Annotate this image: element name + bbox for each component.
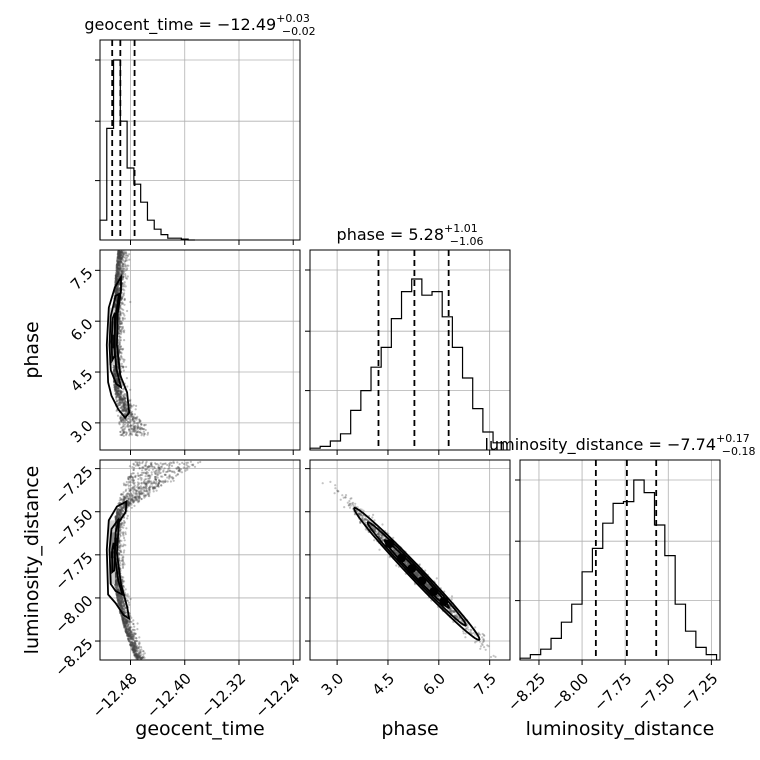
density-core-pd-2 (407, 564, 417, 574)
grid-2-0 (100, 460, 300, 660)
histogram-phase (309, 278, 504, 450)
contour-tp-0 (105, 273, 131, 420)
density-core-pd-5 (439, 596, 449, 606)
grid-2-1 (310, 460, 510, 660)
density-core-pd-3 (417, 576, 427, 586)
ytick-label-phase-2: 6.0 (67, 315, 97, 345)
title-geocent_time: geocent_time = −12.49+0.03 −0.02 (84, 12, 315, 38)
histogram-geocent_time (99, 59, 195, 241)
histogram-luminosity_distance (519, 479, 718, 660)
density-core-pd-4 (429, 587, 439, 597)
contour-td-1 (108, 518, 124, 597)
title-main-phase: phase = 5.28 (337, 225, 444, 244)
title-minus-geocent_time: −0.02 (282, 25, 316, 38)
title-minus-phase: −1.06 (450, 235, 484, 248)
xtick-label-luminosity_distance-0: −8.25 (504, 670, 549, 715)
ytick-label-luminosity_distance-1: −8.00 (51, 592, 96, 637)
density-core-pd-1 (397, 553, 407, 563)
xtick-label-geocent_time-2: −12.32 (197, 670, 249, 722)
title-minus-luminosity_distance: −0.18 (722, 445, 756, 458)
title-phase: phase = 5.28+1.01 −1.06 (337, 222, 484, 248)
title-main-luminosity_distance: luminosity_distance = −7.74 (485, 435, 716, 455)
xtick-label-geocent_time-1: −12.40 (143, 670, 195, 722)
panel-phase-vs-geocent_time (99, 249, 301, 451)
ytick-label-phase-3: 7.5 (67, 264, 97, 294)
panel-phase-vs-phase (309, 249, 511, 451)
xtick-label-luminosity_distance-2: −7.75 (590, 670, 635, 715)
panel-luminosity_distance-vs-geocent_time (99, 459, 301, 661)
ytick-label-luminosity_distance-3: −7.50 (51, 506, 96, 551)
xtick-label-geocent_time-0: −12.48 (89, 670, 141, 722)
yaxis-label-phase: phase (21, 321, 43, 378)
contour-tp-2 (110, 312, 116, 364)
xtick-label-luminosity_distance-4: −7.25 (676, 670, 721, 715)
panel-geocent_time-vs-geocent_time (99, 39, 301, 241)
xtick-label-phase-2: 6.0 (419, 670, 449, 700)
contour-td-0 (105, 499, 131, 621)
contour-pd-0 (353, 506, 481, 642)
grid-0-0 (100, 40, 300, 240)
xtick-label-phase-3: 7.5 (470, 670, 500, 700)
title-luminosity_distance: luminosity_distance = −7.74+0.17 −0.18 (485, 432, 756, 458)
density-core-pd-0 (385, 539, 395, 549)
contour-pd-1 (366, 521, 467, 627)
scatter-geocent-distance (111, 460, 202, 661)
xtick-label-luminosity_distance-1: −8.00 (547, 670, 592, 715)
yaxis-label-luminosity_distance: luminosity_distance (21, 466, 43, 655)
xtick-label-geocent_time-3: −12.24 (251, 670, 303, 722)
xtick-label-phase-0: 3.0 (318, 670, 348, 700)
xaxis-label-luminosity_distance: luminosity_distance (526, 718, 715, 740)
panel-luminosity_distance-vs-phase (309, 459, 511, 661)
ytick-label-luminosity_distance-4: −7.25 (51, 462, 96, 507)
xtick-label-luminosity_distance-3: −7.50 (633, 670, 678, 715)
contour-td-2 (111, 542, 116, 575)
ytick-label-luminosity_distance-2: −7.75 (51, 549, 96, 594)
xaxis-label-phase: phase (381, 718, 438, 740)
title-main-geocent_time: geocent_time = −12.49 (84, 15, 276, 35)
title-plus-luminosity_distance: +0.17 (716, 432, 750, 445)
xtick-label-phase-1: 4.5 (369, 670, 399, 700)
grid-1-0 (100, 250, 300, 450)
ytick-label-luminosity_distance-0: −8.25 (51, 635, 96, 680)
title-plus-phase: +1.01 (444, 222, 478, 235)
title-plus-geocent_time: +0.03 (276, 12, 310, 25)
grid-2-2 (520, 460, 720, 660)
ytick-label-phase-1: 4.5 (67, 366, 97, 396)
panel-luminosity_distance-vs-luminosity_distance (519, 459, 721, 661)
ytick-label-phase-0: 3.0 (67, 417, 97, 447)
grid-1-1 (310, 250, 510, 450)
xaxis-label-geocent_time: geocent_time (135, 718, 264, 740)
